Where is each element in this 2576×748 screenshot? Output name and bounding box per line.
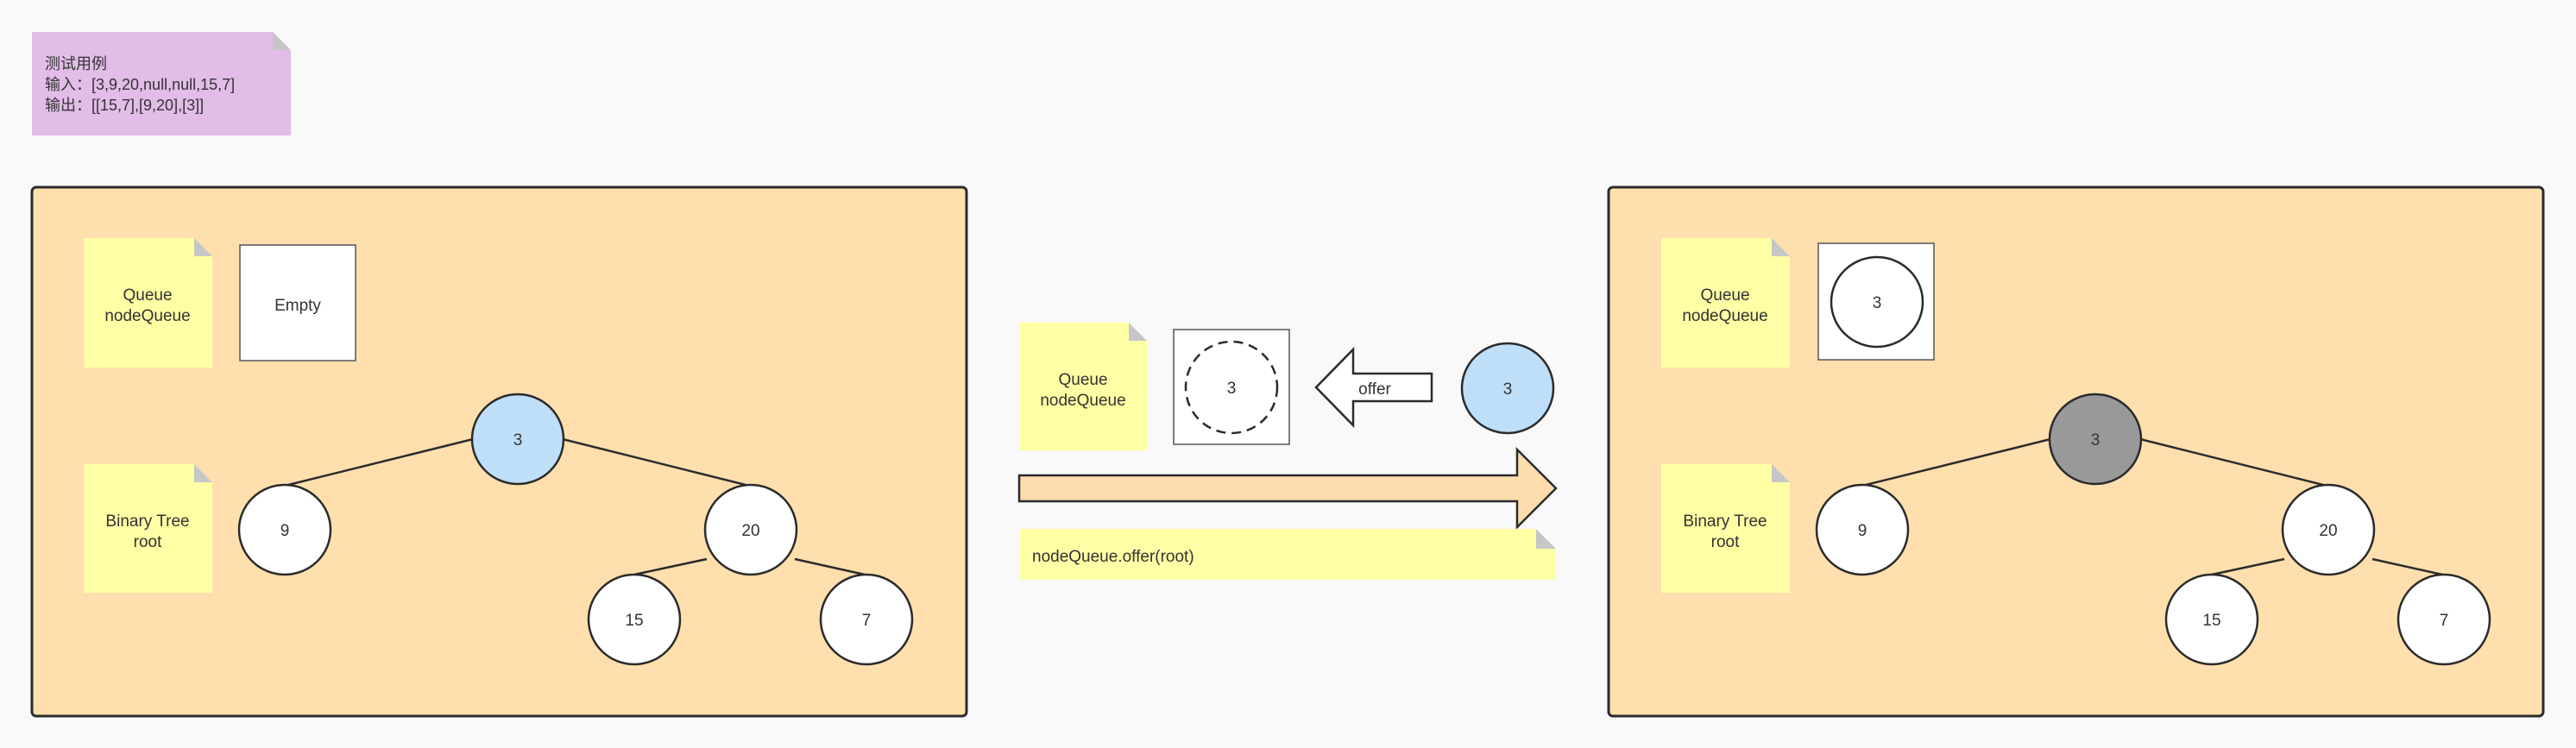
note-fold-icon <box>194 464 212 482</box>
tree-note-label: Binary Tree <box>1683 512 1767 531</box>
note-fold-icon <box>1536 529 1556 549</box>
note-fold-icon <box>1772 464 1790 482</box>
node-value: 20 <box>741 522 759 540</box>
before-panel: Queue nodeQueue Empty Binary Tree root 3… <box>30 185 968 718</box>
before-tree-node-right: 20 <box>703 483 798 576</box>
node-value: 3 <box>1503 380 1513 399</box>
before-queue-note: Queue nodeQueue <box>84 238 212 368</box>
node-value: 7 <box>2440 612 2449 630</box>
tree-edge <box>284 437 474 487</box>
operation-note: nodeQueue.offer(root) <box>1019 529 1556 580</box>
after-tree-node-right-left: 15 <box>2164 573 2259 666</box>
tree-note-name: root <box>134 533 162 551</box>
before-tree-node-left: 9 <box>237 483 332 576</box>
queue-note-name: nodeQueue <box>1682 307 1767 325</box>
node-value: 9 <box>1858 522 1867 540</box>
queue-empty-label: Empty <box>274 297 321 315</box>
note-fold-icon <box>273 32 291 50</box>
node-value: 9 <box>280 522 290 540</box>
after-panel: Queue nodeQueue 3 Binary Tree root 3 9 <box>1607 185 2545 718</box>
node-value: 15 <box>625 612 643 630</box>
after-tree-node-root: 3 <box>2048 393 2143 486</box>
after-queue-box: 3 <box>1817 242 1935 361</box>
before-queue-box: Empty <box>239 244 356 361</box>
middle-queue-note: Queue nodeQueue <box>1019 323 1147 450</box>
test-case-title: 测试用例 <box>45 55 107 72</box>
test-case-note: 测试用例 输入：[3,9,20,null,null,15,7] 输出：[[15,… <box>32 32 291 135</box>
node-value: 20 <box>2319 522 2337 540</box>
queue-item-value: 3 <box>1873 294 1882 312</box>
before-tree-node-right-left: 15 <box>587 573 682 666</box>
offer-arrow-icon: offer <box>1314 346 1433 429</box>
queue-slot-placeholder <box>1184 340 1279 435</box>
tree-edge <box>1861 437 2051 487</box>
before-tree-node-root: 3 <box>470 393 565 486</box>
tree-note-label: Binary Tree <box>105 512 189 531</box>
operation-code: nodeQueue.offer(root) <box>1032 548 1194 566</box>
middle-queue-box: 3 <box>1173 329 1290 445</box>
queue-item <box>1830 255 1924 349</box>
after-tree-note: Binary Tree root <box>1661 464 1790 593</box>
note-fold-icon <box>1129 323 1147 341</box>
after-queue-note: Queue nodeQueue <box>1661 238 1790 368</box>
operation-area: Queue nodeQueue 3 offer 3 nodeQueue.offe… <box>1017 323 1558 580</box>
before-tree-edges <box>284 437 866 576</box>
note-fold-icon <box>194 238 212 256</box>
queue-note-name: nodeQueue <box>1040 392 1125 410</box>
after-tree-node-right-right: 7 <box>2396 573 2491 666</box>
offer-label: offer <box>1358 380 1391 399</box>
tree-edge <box>2139 437 2327 487</box>
transition-arrow-icon <box>1017 446 1558 531</box>
tree-edge <box>562 437 750 487</box>
note-fold-icon <box>1772 238 1790 256</box>
test-case-input: 输入：[3,9,20,null,null,15,7] <box>45 76 235 93</box>
after-tree-node-left: 9 <box>1815 483 1910 576</box>
queue-note-name: nodeQueue <box>104 307 190 325</box>
node-value: 15 <box>2202 612 2220 630</box>
queue-slot-value: 3 <box>1227 380 1237 398</box>
tree-note-name: root <box>1711 533 1740 551</box>
queue-note-label: Queue <box>1058 371 1107 389</box>
tree-edge <box>794 557 866 576</box>
tree-edge <box>633 557 708 576</box>
after-tree-edges <box>1861 437 2443 576</box>
before-tree-note: Binary Tree root <box>84 464 212 593</box>
node-value: 3 <box>513 431 523 449</box>
tree-edge <box>2211 557 2285 576</box>
node-value: 3 <box>2091 431 2100 449</box>
tree-edge <box>2371 557 2443 576</box>
queue-note-label: Queue <box>1700 286 1749 305</box>
incoming-node: 3 <box>1460 342 1555 435</box>
queue-note-label: Queue <box>123 286 172 305</box>
node-value: 7 <box>862 612 872 630</box>
test-case-output: 输出：[[15,7],[9,20],[3]] <box>45 97 204 114</box>
after-tree-node-right: 20 <box>2281 483 2376 576</box>
before-tree-node-right-right: 7 <box>819 573 914 666</box>
